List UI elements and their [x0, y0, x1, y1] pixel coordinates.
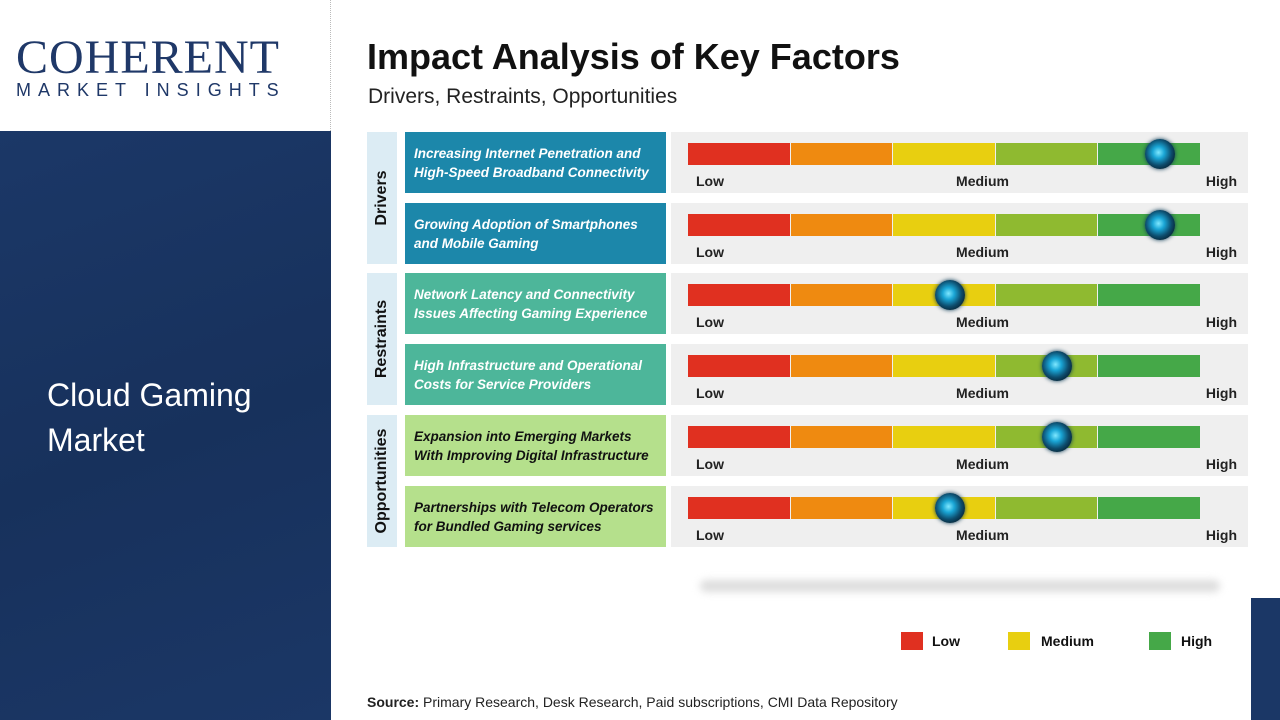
logo: COHERENT MARKET INSIGHTS [0, 0, 331, 131]
bar-segment [790, 426, 893, 448]
scale-label: Medium [956, 456, 1009, 472]
category-name: Drivers [373, 170, 390, 226]
scale-label: Low [696, 244, 724, 260]
category-label: Drivers [367, 132, 397, 264]
bar-segment [790, 355, 893, 377]
scale-label: High [1205, 527, 1237, 543]
impact-marker [934, 280, 965, 310]
impact-marker [1144, 139, 1175, 169]
factor-box: Network Latency and Connectivity Issues … [405, 273, 666, 334]
factor-box: Partnerships with Telecom Operators for … [405, 486, 666, 547]
scale-label: High [1205, 173, 1237, 189]
impact-marker [1042, 422, 1073, 452]
scale-label: Low [696, 173, 724, 189]
bar-segment [688, 426, 790, 448]
bar-segment [688, 497, 790, 519]
impact-bar-panel: Low Medium High [671, 273, 1248, 334]
legend-swatch [1149, 632, 1171, 650]
bar-segment [790, 284, 893, 306]
factor-box: Growing Adoption of Smartphones and Mobi… [405, 203, 666, 264]
impact-bar-panel: Low Medium High [671, 415, 1248, 476]
bar-segment [893, 355, 995, 377]
bar-segment [893, 214, 995, 236]
scale-label: Low [696, 456, 724, 472]
impact-marker [934, 493, 965, 523]
page-subtitle: Drivers, Restraints, Opportunities [368, 85, 678, 108]
bar-segment [1098, 497, 1200, 519]
impact-marker [1144, 210, 1175, 240]
bar-segment [790, 214, 893, 236]
category-label: Restraints [367, 273, 397, 405]
bar-segment [790, 497, 893, 519]
logo-text: COHERENT [16, 31, 280, 84]
decorative-strip [1251, 598, 1280, 720]
impact-bar-panel: Low Medium High [671, 344, 1248, 405]
scale-label: Medium [956, 385, 1009, 401]
logo-subtext: MARKET INSIGHTS [16, 80, 286, 100]
scale-label: High [1205, 385, 1237, 401]
bar-segment [995, 214, 1098, 236]
bar-segment [995, 143, 1098, 165]
source-label: Source: [367, 694, 420, 710]
scale-label: Medium [956, 244, 1009, 260]
bar-segment [893, 426, 995, 448]
scale-label: Medium [956, 173, 1009, 189]
scale-label: High [1205, 456, 1237, 472]
factor-box: High Infrastructure and Operational Cost… [405, 344, 666, 405]
bar-segment [688, 284, 790, 306]
legend-swatch [1008, 632, 1030, 650]
scale-label: Medium [956, 527, 1009, 543]
impact-marker [1042, 351, 1073, 381]
source-note: Source: Primary Research, Desk Research,… [367, 694, 898, 710]
bar-segment [1098, 284, 1200, 306]
scale-label: Low [696, 527, 724, 543]
scale-label: High [1205, 314, 1237, 330]
scale-label: Medium [956, 314, 1009, 330]
page-title: Impact Analysis of Key Factors [367, 36, 900, 77]
category-label: Opportunities [367, 415, 397, 547]
scale-label: Low [696, 385, 724, 401]
bar-segment [688, 143, 790, 165]
bar-segment [995, 284, 1098, 306]
factor-box: Expansion into Emerging Markets With Imp… [405, 415, 666, 476]
source-text: Primary Research, Desk Research, Paid su… [419, 694, 898, 710]
bar-segment [893, 143, 995, 165]
bar-segment [1098, 355, 1200, 377]
market-title: Cloud Gaming Market [47, 377, 252, 458]
bar-segment [790, 143, 893, 165]
bar-segment [688, 355, 790, 377]
impact-bar-panel: Low Medium High [671, 203, 1248, 264]
impact-bar-panel: Low Medium High [671, 132, 1248, 193]
legend-label: Medium [1041, 633, 1094, 649]
legend-swatch [901, 632, 923, 650]
decorative-shadow [700, 580, 1220, 592]
scale-label: High [1205, 244, 1237, 260]
bar-segment [1098, 426, 1200, 448]
category-name: Restraints [373, 299, 390, 379]
legend-label: High [1181, 633, 1213, 649]
category-name: Opportunities [373, 428, 390, 534]
factor-box: Increasing Internet Penetration and High… [405, 132, 666, 193]
bar-segment [688, 214, 790, 236]
impact-bar-panel: Low Medium High [671, 486, 1248, 547]
scale-label: Low [696, 314, 724, 330]
bar-segment [995, 497, 1098, 519]
legend-label: Low [932, 633, 960, 649]
